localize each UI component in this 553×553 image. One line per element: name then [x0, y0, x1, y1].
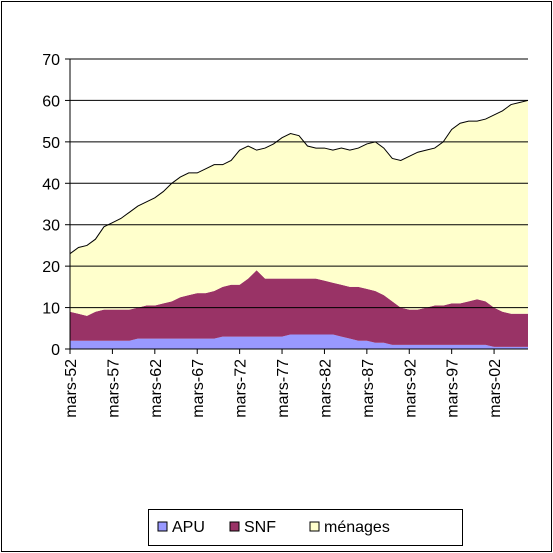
- x-tick-label: mars-67: [190, 359, 207, 418]
- x-tick-label: mars-52: [63, 359, 80, 418]
- y-tick-label: 60: [42, 93, 60, 110]
- legend-label: APU: [172, 519, 205, 536]
- legend-swatch: [229, 521, 240, 532]
- x-tick-label: mars-77: [275, 359, 292, 418]
- legend-box: [148, 509, 463, 546]
- x-tick-label: mars-82: [317, 359, 334, 418]
- y-tick-label: 50: [42, 135, 60, 152]
- y-tick-label: 70: [42, 52, 60, 69]
- y-tick-label: 40: [42, 176, 60, 193]
- y-tick-label: 0: [51, 342, 60, 359]
- y-tick-label: 30: [42, 218, 60, 235]
- x-tick-label: mars-57: [105, 359, 122, 418]
- legend-swatch: [309, 521, 320, 532]
- x-tick-label: mars-92: [402, 359, 419, 418]
- legend-swatch: [157, 521, 168, 532]
- x-tick-label: mars-97: [445, 359, 462, 418]
- x-tick-label: mars-62: [148, 359, 165, 418]
- area: [70, 270, 528, 347]
- legend-label: ménages: [324, 519, 390, 536]
- area: [70, 334, 528, 349]
- x-tick-label: mars-72: [233, 359, 250, 418]
- y-tick-label: 20: [42, 259, 60, 276]
- x-tick-label: mars-02: [487, 359, 504, 418]
- area-outline: [69, 99, 529, 255]
- y-tick-label: 10: [42, 301, 60, 318]
- x-tick-label: mars-87: [360, 359, 377, 418]
- legend-label: SNF: [244, 519, 276, 536]
